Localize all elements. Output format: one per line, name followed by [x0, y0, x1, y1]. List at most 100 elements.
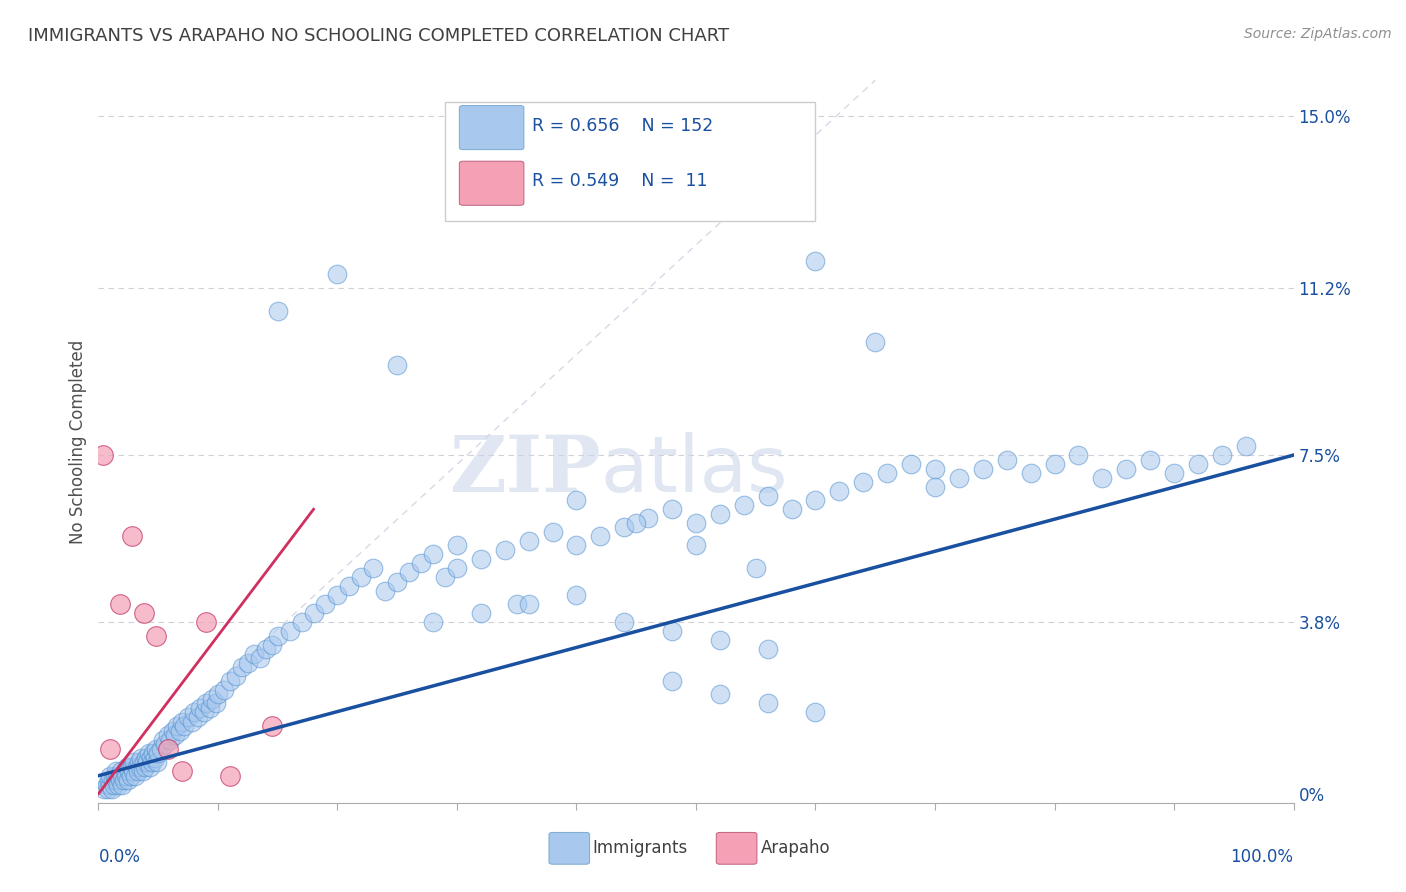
Y-axis label: No Schooling Completed: No Schooling Completed — [69, 340, 87, 543]
Point — [97, 782, 120, 797]
Point — [231, 660, 253, 674]
Point — [135, 750, 157, 764]
Point — [278, 624, 301, 639]
Point — [756, 697, 779, 711]
Point — [685, 538, 707, 552]
Point — [159, 732, 181, 747]
Point — [143, 750, 166, 764]
Point — [804, 253, 827, 268]
FancyBboxPatch shape — [548, 832, 589, 864]
Point — [709, 507, 731, 521]
Point — [661, 624, 683, 639]
Point — [201, 692, 224, 706]
Point — [127, 764, 149, 779]
Point — [120, 769, 142, 783]
Point — [129, 760, 152, 774]
Point — [470, 606, 492, 620]
Point — [225, 669, 247, 683]
Point — [243, 647, 266, 661]
FancyBboxPatch shape — [460, 105, 524, 150]
Text: R = 0.549    N =  11: R = 0.549 N = 11 — [533, 172, 707, 190]
Point — [236, 656, 259, 670]
Point — [339, 579, 361, 593]
Point — [565, 538, 588, 552]
Point — [139, 750, 162, 764]
Point — [972, 461, 994, 475]
Point — [112, 773, 135, 788]
Point — [326, 268, 349, 282]
Point — [315, 597, 337, 611]
Point — [302, 606, 325, 620]
Point — [589, 529, 612, 543]
Point — [219, 769, 242, 783]
Point — [136, 755, 159, 769]
Point — [804, 493, 827, 508]
Point — [105, 764, 128, 779]
Point — [145, 741, 167, 756]
Point — [180, 714, 202, 729]
Point — [108, 597, 131, 611]
Point — [139, 760, 162, 774]
Point — [446, 561, 468, 575]
Point — [93, 782, 115, 797]
Point — [188, 701, 211, 715]
Point — [876, 466, 898, 480]
Point — [98, 773, 121, 788]
Point — [398, 566, 420, 580]
Text: Source: ZipAtlas.com: Source: ZipAtlas.com — [1244, 27, 1392, 41]
Point — [138, 746, 160, 760]
Point — [1139, 452, 1161, 467]
Point — [187, 710, 209, 724]
Point — [124, 755, 146, 769]
Point — [193, 706, 215, 720]
Point — [98, 769, 122, 783]
Point — [661, 673, 683, 688]
Point — [118, 764, 141, 779]
Point — [155, 737, 177, 751]
Point — [1043, 457, 1066, 471]
Point — [249, 651, 271, 665]
Point — [132, 606, 155, 620]
Point — [756, 642, 779, 657]
Point — [91, 448, 114, 462]
Point — [745, 561, 768, 575]
Point — [142, 746, 165, 760]
Point — [565, 588, 588, 602]
Point — [104, 769, 127, 783]
Point — [254, 642, 277, 657]
Point — [900, 457, 922, 471]
Point — [709, 687, 731, 701]
Point — [865, 335, 887, 350]
Point — [494, 542, 516, 557]
Point — [291, 615, 314, 630]
Point — [172, 764, 194, 779]
Point — [121, 760, 143, 774]
Point — [1115, 461, 1137, 475]
Point — [98, 778, 122, 792]
Text: IMMIGRANTS VS ARAPAHO NO SCHOOLING COMPLETED CORRELATION CHART: IMMIGRANTS VS ARAPAHO NO SCHOOLING COMPL… — [28, 27, 730, 45]
Point — [152, 732, 174, 747]
Point — [852, 475, 875, 490]
Point — [363, 561, 385, 575]
Point — [517, 597, 540, 611]
Point — [685, 516, 707, 530]
Point — [98, 741, 122, 756]
Text: R = 0.656    N = 152: R = 0.656 N = 152 — [533, 117, 713, 135]
Point — [195, 697, 218, 711]
Point — [131, 750, 153, 764]
Point — [146, 755, 169, 769]
Point — [446, 538, 468, 552]
Point — [115, 769, 138, 783]
Point — [924, 480, 946, 494]
Point — [96, 778, 118, 792]
Point — [156, 741, 179, 756]
Point — [1019, 466, 1042, 480]
Point — [114, 764, 136, 779]
Point — [756, 489, 779, 503]
Point — [626, 516, 648, 530]
Point — [1187, 457, 1209, 471]
Point — [103, 778, 125, 792]
Point — [169, 723, 191, 738]
Point — [470, 552, 492, 566]
Point — [121, 529, 143, 543]
